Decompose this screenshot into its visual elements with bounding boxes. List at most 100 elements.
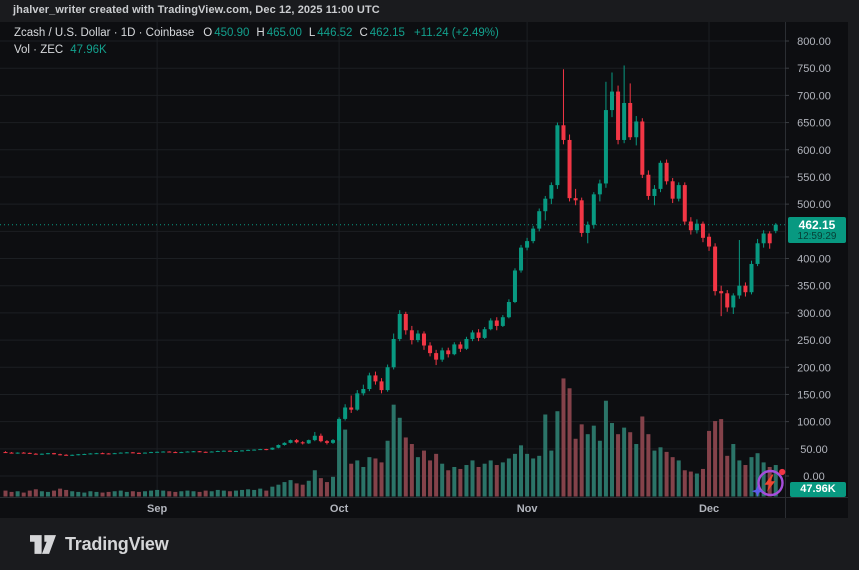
candle-body [537, 211, 542, 229]
candle-body [82, 453, 87, 455]
candle-body [755, 243, 760, 264]
volume-bar [282, 482, 287, 497]
candle-body [743, 285, 748, 293]
candle-body [561, 125, 566, 140]
volume-bar [597, 440, 602, 497]
symbol-title[interactable]: Zcash / U.S. Dollar · 1D · Coinbase [14, 27, 195, 39]
volume-bar [755, 453, 760, 497]
candle-body [519, 247, 524, 271]
candle-body [579, 200, 584, 233]
candle-body [543, 198, 548, 212]
candle-body [670, 181, 675, 199]
candle-body [773, 224, 778, 231]
candle-body [300, 442, 305, 444]
volume-bar [688, 471, 693, 497]
ohlc-close: C 462.15 [359, 26, 405, 41]
candle-body [106, 453, 111, 455]
volume-bar [130, 491, 135, 497]
volume-bar [652, 450, 657, 497]
sparkle-icon [751, 485, 764, 497]
volume-badge: 47.96K [790, 482, 846, 497]
volume-bar [240, 489, 245, 497]
candle-body [688, 221, 693, 231]
candle-body [700, 223, 705, 238]
volume-bar [149, 490, 154, 497]
chart-legend: Zcash / U.S. Dollar · 1D · Coinbase O 450… [14, 26, 499, 60]
volume-bar [537, 455, 542, 497]
volume-bar [179, 491, 184, 497]
candle-body [306, 440, 311, 444]
candle-body [603, 110, 608, 184]
candle-body [294, 440, 299, 443]
volume-bar [731, 444, 736, 497]
volume-bar [343, 429, 348, 497]
candle-body [355, 393, 360, 410]
volume-bar [415, 457, 420, 497]
candle-body [27, 452, 32, 454]
tradingview-logo-text[interactable]: TradingView [65, 533, 169, 554]
reactions-flash-icon[interactable] [751, 466, 791, 500]
price-tick-label: 300.00 [797, 308, 831, 320]
volume-bar [549, 450, 554, 497]
price-tick-label: 550.00 [797, 172, 831, 184]
volume-bar [385, 440, 390, 497]
candle-body [664, 162, 669, 182]
volume-bar [15, 491, 20, 497]
volume-bar [700, 468, 705, 497]
volume-bar [773, 465, 778, 497]
candle-body [343, 407, 348, 419]
low-value: 446.52 [317, 27, 353, 39]
volume-bar [294, 483, 299, 497]
candle-body [112, 453, 117, 455]
candle-body [367, 375, 372, 389]
price-axis[interactable]: 800.00 750.00 700.00 650.00 600.00 550.00 500.… [785, 36, 831, 483]
volume-bar [100, 492, 105, 497]
volume-bar [470, 460, 475, 497]
volume-bar [215, 489, 220, 497]
price-tick-label: 200.00 [797, 362, 831, 374]
tradingview-logo-icon[interactable] [30, 534, 56, 555]
volume-bar [646, 434, 651, 497]
volume-bar [197, 491, 202, 497]
candle-body [622, 102, 627, 140]
legend-symbol-row: Zcash / U.S. Dollar · 1D · Coinbase O 450… [14, 26, 499, 41]
candle-body [276, 445, 281, 448]
volume-bar [203, 490, 208, 497]
volume-bar [9, 491, 14, 497]
candle-body [676, 185, 681, 199]
volume-bar [743, 465, 748, 497]
candle-body [421, 333, 426, 346]
volume-bar [543, 414, 548, 497]
price-tick-label: 0.00 [803, 471, 824, 483]
volume-bar [39, 491, 44, 497]
volume-bar [603, 400, 608, 497]
candle-body [270, 447, 275, 450]
volume-bar [531, 458, 536, 497]
candle-body [409, 330, 414, 341]
volume-bar [337, 426, 342, 497]
volume-bar [434, 453, 439, 497]
time-axis[interactable]: Sep Oct Nov Dec [147, 503, 719, 515]
volume-bar [694, 473, 699, 497]
candle-body [628, 102, 633, 138]
high-label: H [256, 27, 265, 39]
candle-body [512, 270, 517, 302]
volume-bar [76, 491, 81, 497]
candle-body [58, 454, 63, 456]
volume-bar [403, 437, 408, 497]
volume-bar [379, 462, 384, 497]
candle-body [337, 418, 342, 441]
candle-body [349, 407, 354, 410]
volume-bar [512, 453, 517, 497]
volume-bar [191, 491, 196, 497]
candle-body [100, 453, 105, 455]
volume-bar [82, 492, 87, 497]
volume-value: 47.96K [70, 44, 107, 56]
candle-body [52, 453, 57, 455]
volume-bar [58, 488, 63, 497]
volume-label: Vol · ZEC [14, 44, 64, 56]
candle-body [737, 285, 742, 296]
candle-body [3, 452, 8, 454]
volume-bar [610, 423, 614, 497]
